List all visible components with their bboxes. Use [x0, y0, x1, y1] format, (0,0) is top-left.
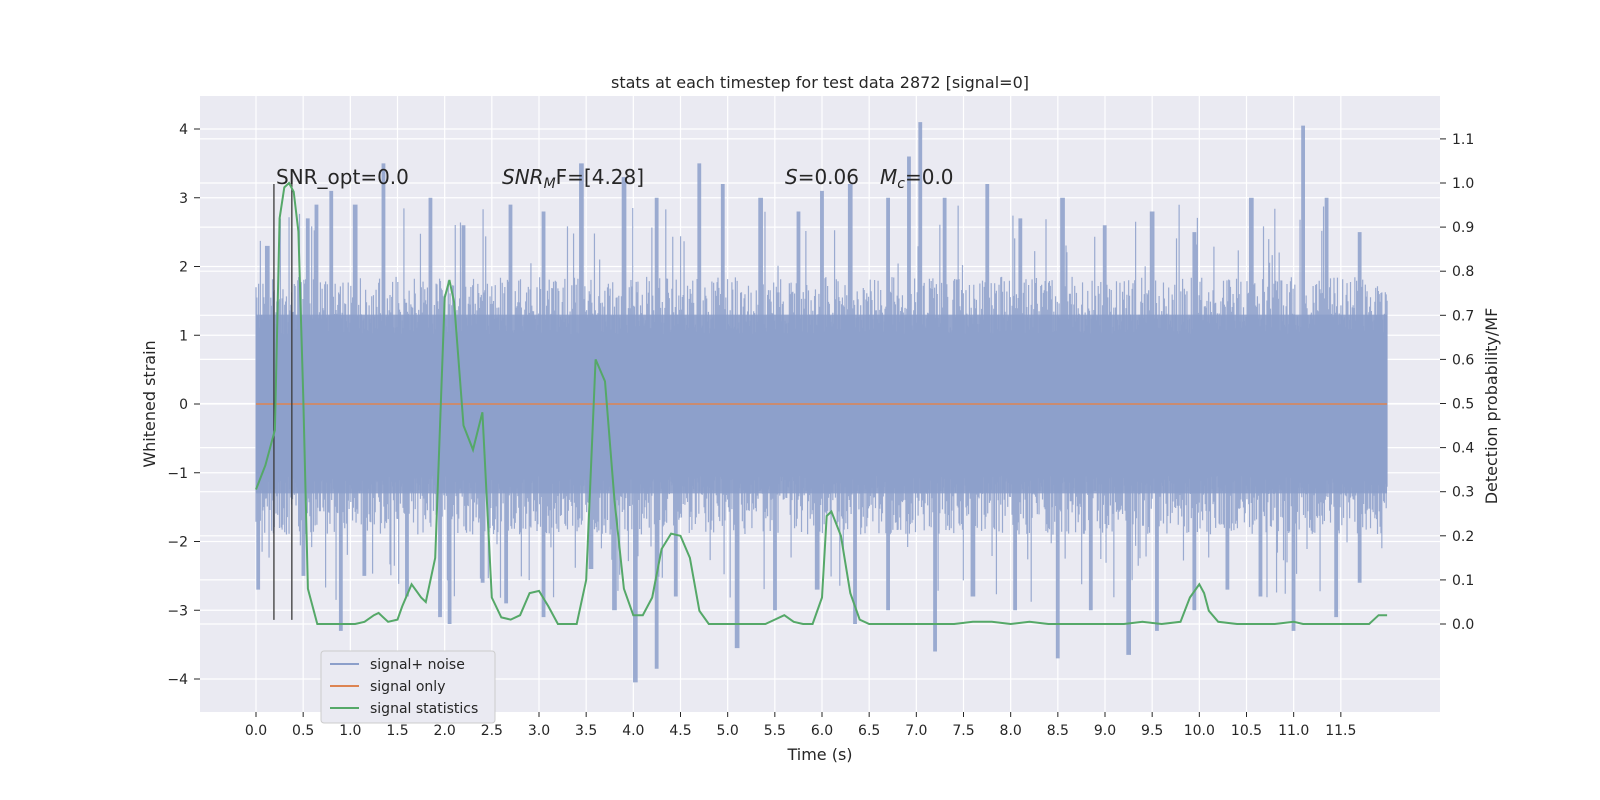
x-tick-label: 5.5: [764, 723, 786, 739]
y-right-tick-label: 0.3: [1452, 485, 1474, 501]
annotation-s: S=0.06: [785, 165, 859, 189]
legend-label-signal-statistics: signal statistics: [370, 701, 478, 717]
x-tick-label: 10.0: [1184, 723, 1215, 739]
x-tick-label: 1.0: [339, 723, 361, 739]
legend-box: [320, 650, 496, 724]
x-tick-label: 6.0: [811, 723, 833, 739]
y-right-tick-label: 1.1: [1452, 132, 1474, 148]
right-y-axis-label: Detection probability/MF: [1482, 308, 1501, 505]
y-left-tick-label: 4: [179, 122, 188, 138]
y-left-tick-label: −1: [167, 466, 188, 482]
y-left-tick-label: 3: [179, 191, 188, 207]
x-tick-label: 3.5: [575, 723, 597, 739]
x-tick-label: 3.0: [528, 723, 550, 739]
y-right-tick-label: 0.6: [1452, 352, 1474, 368]
y-right-tick-label: 1.0: [1452, 176, 1474, 192]
y-left-tick-label: −2: [167, 535, 188, 551]
annotation-snr-opt: SNR_opt=0.0: [276, 165, 409, 189]
y-right-tick-label: 0.7: [1452, 308, 1474, 324]
legend: signal+ noise signal only signal statist…: [320, 650, 496, 724]
y-right-tick-label: 0.5: [1452, 397, 1474, 413]
annotation-s-value: =0.06: [798, 165, 859, 189]
x-tick-label: 10.5: [1231, 723, 1262, 739]
annotation-snr-mf: SNRMF=[4.28]: [502, 165, 644, 192]
x-tick-label: 9.5: [1141, 723, 1163, 739]
annotation-mc-value: =0.0: [905, 165, 954, 189]
y-left-tick-label: 0: [179, 397, 188, 413]
annotation-mc-main: M: [880, 165, 897, 189]
annotation-s-label: S: [785, 165, 798, 189]
x-tick-label: 0.0: [245, 723, 267, 739]
x-tick-label: 0.5: [292, 723, 314, 739]
annotation-snr-mf-tail: F=[4.28]: [556, 165, 644, 189]
annotation-snr-mf-sub: M: [544, 176, 556, 192]
x-tick-label: 11.5: [1325, 723, 1356, 739]
x-tick-label: 4.5: [669, 723, 691, 739]
left-y-axis-ticks: −4 −3 −2 −1 0 1 2 3 4: [167, 122, 200, 688]
y-left-tick-label: −3: [167, 603, 188, 619]
y-left-tick-label: 1: [179, 328, 188, 344]
left-y-axis-label: Whitened strain: [140, 340, 159, 467]
y-left-tick-label: −4: [167, 672, 188, 688]
annotation-snr-mf-main: SNR: [502, 165, 544, 189]
y-right-tick-label: 0.1: [1452, 573, 1474, 589]
y-right-tick-label: 0.2: [1452, 529, 1474, 545]
signal-statistics-series: [255, 181, 1388, 626]
x-tick-label: 6.5: [858, 723, 880, 739]
x-tick-label: 7.0: [905, 723, 927, 739]
y-right-tick-label: 0.8: [1452, 264, 1474, 280]
x-tick-label: 7.5: [952, 723, 974, 739]
annotation-mc: Mc=0.0: [880, 165, 954, 192]
vertical-markers: [273, 184, 293, 620]
legend-label-signal-only: signal only: [370, 679, 445, 695]
x-axis-ticks: 0.0 0.5 1.0 1.5 2.0 2.5 3.0 3.5 4.0 4.5 5.0 5.5 6.0 6…: [245, 712, 1356, 739]
x-tick-label: 8.5: [1047, 723, 1069, 739]
x-tick-label: 11.0: [1278, 723, 1309, 739]
x-tick-label: 8.0: [1000, 723, 1022, 739]
chart-title: stats at each timestep for test data 287…: [611, 73, 1029, 92]
x-tick-label: 1.5: [386, 723, 408, 739]
right-y-axis-ticks: 0.0 0.1 0.2 0.3 0.4 0.5 0.6 0.7 0.8 0.9 1.0 1.1: [1440, 132, 1474, 633]
annotation-mc-sub: c: [897, 176, 905, 192]
y-right-tick-label: 0.4: [1452, 441, 1474, 457]
x-axis-label: Time (s): [786, 745, 852, 764]
x-tick-label: 4.0: [622, 723, 644, 739]
y-right-tick-label: 0.0: [1452, 617, 1474, 633]
y-right-tick-label: 0.9: [1452, 220, 1474, 236]
x-tick-label: 2.5: [481, 723, 503, 739]
x-tick-label: 2.0: [434, 723, 456, 739]
y-left-tick-label: 2: [179, 260, 188, 276]
x-tick-label: 9.0: [1094, 723, 1116, 739]
signal-statistics-line: [255, 181, 1388, 626]
legend-label-signal-noise: signal+ noise: [370, 657, 465, 673]
x-tick-label: 5.0: [717, 723, 739, 739]
